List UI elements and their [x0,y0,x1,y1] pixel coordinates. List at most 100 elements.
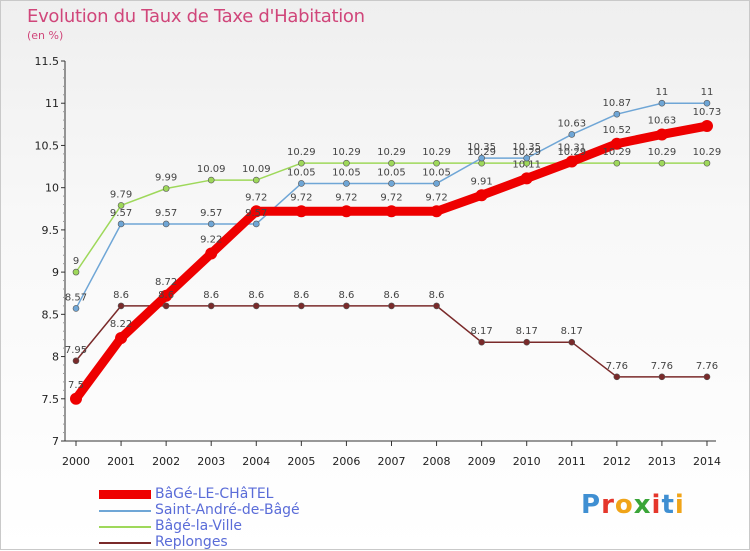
data-point-bage-le-chatel [70,392,82,405]
data-label-bage-la-ville: 10.29 [377,147,406,158]
y-tick-label: 9 [52,266,59,279]
data-point-bage-la-ville [343,159,350,167]
data-point-replonges [343,302,350,310]
data-label-bage-le-chatel: 9.72 [425,192,447,203]
x-tick-label: 2008 [423,455,451,468]
data-label-bage-la-ville: 10.09 [197,164,226,175]
data-label-bage-la-ville: 10.29 [557,147,586,158]
legend-swatch-saint-andre-de-bage [99,510,151,512]
data-label-replonges: 8.6 [338,290,354,301]
data-point-saint-andre-de-bage [162,220,170,228]
data-point-saint-andre-de-bage [523,154,531,162]
data-point-bage-le-chatel [160,289,173,302]
legend-swatch-bage-le-chatel [99,490,151,499]
data-label-replonges: 8.17 [470,326,492,337]
data-label-bage-le-chatel: 9.22 [200,235,222,246]
proxiti-logo: Proxiti [581,490,685,520]
data-label-bage-le-chatel: 10.31 [557,142,586,153]
data-point-saint-andre-de-bage [72,305,80,312]
data-label-bage-le-chatel: 9.91 [470,176,492,187]
logo-letter: r [601,490,615,520]
data-label-saint-andre-de-bage: 10.05 [377,167,406,178]
legend-label-bage-le-chatel: BâGé-LE-CHâTEL [155,486,274,502]
data-point-bage-le-chatel [700,120,713,133]
data-label-bage-la-ville: 10.29 [693,147,722,158]
data-point-bage-la-ville [613,159,621,167]
data-point-saint-andre-de-bage [252,220,260,228]
data-label-saint-andre-de-bage: 10.05 [332,167,361,178]
data-point-replonges [568,338,576,346]
data-point-bage-le-chatel [295,205,308,218]
data-point-replonges [162,302,170,310]
data-label-bage-le-chatel: 9.72 [380,192,402,203]
data-point-saint-andre-de-bage [298,180,305,187]
x-tick-label: 2012 [603,455,631,468]
data-label-replonges: 8.6 [203,290,219,301]
logo-letter: x [633,490,652,520]
data-label-bage-la-ville: 9.99 [155,173,177,184]
x-tick-label: 2009 [468,455,496,468]
axes: 7 7.5 8 8.5 9 9.5 10 10.5 11 11.5 2000 2001 2002 2003… [35,55,721,468]
data-label-bage-la-ville: 10.29 [603,147,632,158]
data-point-saint-andre-de-bage [658,99,666,107]
data-label-bage-la-ville: 9 [73,256,79,267]
data-label-replonges: 7.76 [696,361,718,372]
data-point-bage-la-ville [162,185,170,192]
legend-swatch-bage-la-ville [99,526,151,528]
chart-title: Evolution du Taux de Taxe d'Habitation [27,6,365,27]
x-tick-label: 2006 [332,455,360,468]
data-point-bage-la-ville [298,159,305,167]
y-unit-label: (en %) [27,29,64,42]
data-point-bage-la-ville [72,268,80,276]
series-points [70,99,713,405]
data-label-replonges: 8.17 [516,326,538,337]
data-point-replonges [117,302,125,310]
data-label-bage-le-chatel: 7.5 [68,380,84,391]
data-point-bage-la-ville [388,159,395,167]
data-point-replonges [252,302,260,310]
x-tick-label: 2001 [107,455,135,468]
data-point-saint-andre-de-bage [478,154,485,162]
data-label-bage-le-chatel: 9.72 [245,192,267,203]
data-label-bage-la-ville: 10.29 [467,147,496,158]
data-point-saint-andre-de-bage [343,180,350,187]
data-label-replonges: 8.6 [293,290,309,301]
data-label-saint-andre-de-bage: 10.35 [512,142,541,153]
data-point-saint-andre-de-bage [388,180,395,187]
data-label-bage-la-ville: 10.29 [512,147,541,158]
data-label-saint-andre-de-bage: 9.57 [155,208,177,219]
data-point-replonges [207,302,215,310]
data-point-bage-le-chatel [115,331,128,344]
data-label-replonges: 7.76 [651,361,673,372]
data-point-bage-le-chatel [205,247,218,260]
legend-label-bage-la-ville: Bâgé-la-Ville [155,518,242,534]
data-label-bage-le-chatel: 10.52 [603,125,632,136]
data-label-replonges: 8.6 [248,290,264,301]
logo-letter: t [661,490,675,520]
data-point-bage-la-ville [703,159,711,167]
x-tick-label: 2004 [242,455,270,468]
x-tick-label: 2007 [377,455,405,468]
data-label-bage-la-ville: 10.29 [422,147,451,158]
data-label-replonges: 7.95 [65,345,87,356]
y-tick-label: 10 [45,182,59,195]
data-point-bage-la-ville [207,176,215,184]
data-label-saint-andre-de-bage: 9.57 [200,208,222,219]
data-point-replonges [523,338,531,346]
x-tick-label: 2010 [513,455,541,468]
data-point-bage-le-chatel [430,205,443,218]
data-point-saint-andre-de-bage [568,131,576,138]
data-point-bage-le-chatel [520,172,533,185]
logo-letter: i [674,490,685,520]
data-point-replonges [433,302,440,310]
data-label-saint-andre-de-bage: 11 [656,87,669,98]
data-point-saint-andre-de-bage [703,99,711,107]
data-point-saint-andre-de-bage [207,220,215,228]
y-tick-label: 7.5 [42,393,60,406]
legend-swatch-replonges [99,542,151,544]
data-point-bage-la-ville [433,159,440,167]
data-label-bage-la-ville: 10.09 [242,164,271,175]
logo-letter: o [614,490,634,520]
data-label-saint-andre-de-bage: 8.57 [65,292,87,303]
